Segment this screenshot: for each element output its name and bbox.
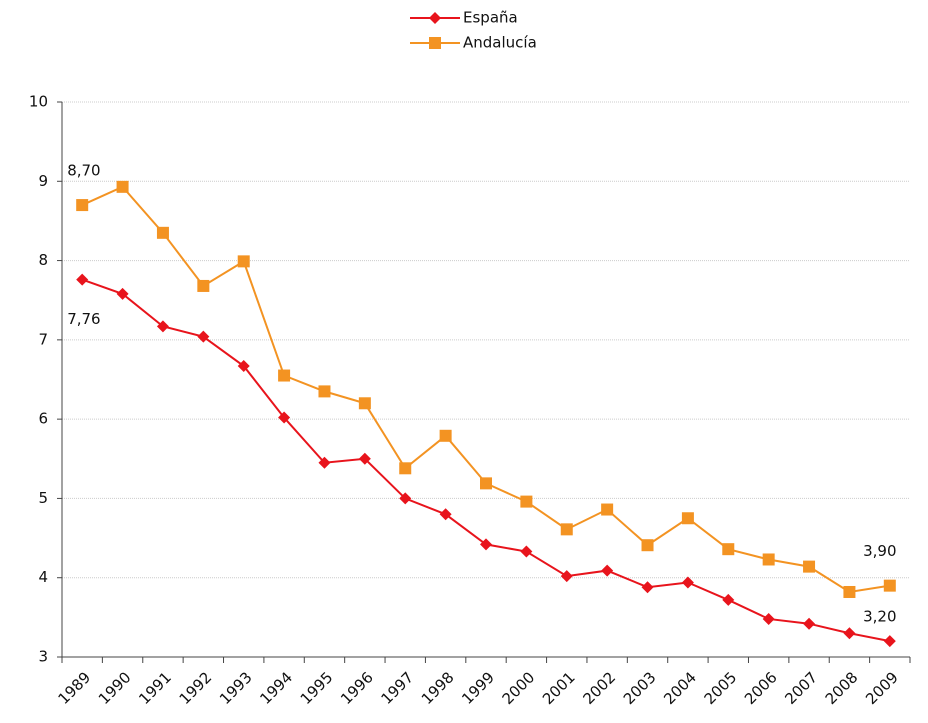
marker: [762, 553, 775, 566]
marker: [803, 617, 816, 630]
marker: [601, 503, 614, 516]
marker: [278, 411, 291, 424]
marker: [681, 576, 694, 589]
x-tick-label: 1993: [216, 668, 256, 708]
marker: [439, 508, 452, 521]
y-tick-label: 9: [38, 172, 48, 190]
marker: [116, 287, 129, 300]
x-tick-label: 1991: [135, 668, 175, 708]
data-label: 3,20: [863, 608, 896, 626]
x-tick-label: 2002: [579, 668, 619, 708]
x-tick-label: 2000: [499, 668, 539, 708]
x-tick-label: 2003: [620, 668, 660, 708]
marker: [399, 462, 412, 475]
marker: [762, 612, 775, 625]
y-tick-label: 7: [38, 330, 48, 348]
marker: [641, 581, 654, 594]
marker: [843, 585, 856, 598]
x-tick-label: 1994: [256, 668, 296, 708]
marker: [318, 456, 331, 469]
marker: [237, 255, 250, 268]
marker: [358, 397, 371, 410]
x-tick-label: 1989: [54, 668, 94, 708]
data-label: 8,70: [67, 162, 100, 180]
data-label: 3,90: [863, 542, 896, 560]
y-tick-label: 8: [38, 251, 48, 269]
legend-label: España: [463, 9, 518, 27]
x-tick-label: 1996: [337, 668, 377, 708]
marker: [560, 523, 573, 536]
marker: [358, 452, 371, 465]
x-tick-label: 2009: [862, 668, 902, 708]
marker: [722, 543, 735, 556]
marker: [641, 539, 654, 552]
marker: [560, 570, 573, 583]
data-label: 7,76: [67, 310, 100, 328]
marker: [429, 12, 441, 24]
marker: [803, 560, 816, 573]
marker: [681, 512, 694, 525]
y-tick-label: 3: [38, 648, 48, 666]
marker: [429, 37, 441, 49]
y-tick-label: 5: [38, 489, 48, 507]
marker: [601, 564, 614, 577]
marker: [399, 492, 412, 505]
x-tick-label: 1999: [458, 668, 498, 708]
marker: [76, 199, 89, 212]
x-tick-label: 2005: [701, 668, 741, 708]
marker: [318, 385, 331, 398]
marker: [480, 538, 492, 551]
x-tick-label: 2006: [741, 668, 781, 708]
marker: [883, 579, 896, 592]
marker: [480, 477, 492, 490]
marker: [278, 369, 291, 382]
marker: [722, 593, 735, 606]
marker: [520, 495, 533, 508]
legend-label: Andalucía: [463, 34, 537, 52]
y-tick-label: 4: [38, 568, 48, 586]
x-tick-label: 2004: [660, 668, 700, 708]
marker: [156, 226, 169, 239]
x-tick-label: 2008: [822, 668, 862, 708]
marker: [237, 360, 250, 373]
marker: [116, 180, 129, 193]
x-tick-label: 1990: [95, 668, 135, 708]
x-tick-label: 1997: [378, 668, 418, 708]
marker: [156, 320, 169, 333]
marker: [197, 330, 210, 343]
y-tick-label: 10: [29, 93, 48, 111]
x-tick-label: 1995: [297, 668, 337, 708]
x-tick-label: 1992: [176, 668, 216, 708]
y-tick-label: 6: [38, 410, 48, 428]
x-tick-label: 2001: [539, 668, 579, 708]
marker: [843, 627, 856, 640]
marker: [520, 545, 533, 558]
marker: [439, 429, 452, 442]
series-line: [81, 185, 890, 594]
marker: [76, 273, 89, 286]
x-tick-label: 1998: [418, 668, 458, 708]
marker: [883, 635, 896, 648]
marker: [197, 279, 210, 292]
x-tick-label: 2007: [781, 668, 821, 708]
